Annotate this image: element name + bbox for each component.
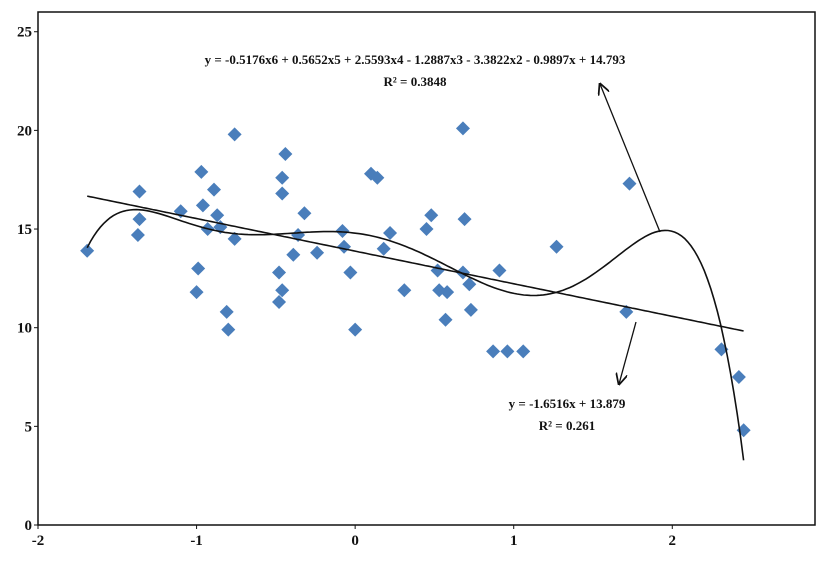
trendline bbox=[87, 195, 744, 332]
point bbox=[455, 121, 470, 136]
point bbox=[191, 261, 206, 276]
plot-frame bbox=[37, 11, 816, 526]
point bbox=[227, 127, 242, 142]
arrow bbox=[619, 321, 637, 384]
point bbox=[132, 212, 147, 227]
point bbox=[383, 225, 398, 240]
point bbox=[462, 277, 477, 292]
point bbox=[278, 147, 293, 162]
point bbox=[275, 186, 290, 201]
point bbox=[492, 263, 507, 278]
point bbox=[275, 283, 290, 298]
point bbox=[549, 239, 564, 254]
equation: y = -1.6516x + 13.879 bbox=[509, 396, 626, 411]
x-tick-label: -1 bbox=[190, 533, 203, 549]
equation: y = -0.5176x6 + 0.5652x5 + 2.5593x4 - 1.… bbox=[205, 52, 626, 67]
point bbox=[438, 312, 453, 327]
arrow bbox=[600, 84, 661, 233]
point bbox=[335, 224, 350, 239]
y-tick-label: 0 bbox=[25, 518, 33, 534]
point bbox=[310, 245, 325, 260]
point bbox=[440, 285, 455, 300]
y-tick-label: 15 bbox=[17, 222, 32, 238]
point bbox=[397, 283, 412, 298]
y-tick-label: 20 bbox=[17, 123, 32, 139]
point bbox=[221, 322, 236, 337]
point bbox=[430, 263, 445, 278]
point bbox=[419, 222, 434, 237]
point bbox=[337, 239, 352, 254]
point bbox=[457, 212, 472, 227]
point bbox=[194, 164, 209, 179]
point bbox=[348, 322, 363, 337]
point bbox=[207, 182, 222, 197]
point bbox=[130, 227, 145, 242]
point bbox=[297, 206, 312, 221]
point bbox=[272, 295, 287, 310]
trendline bbox=[86, 208, 745, 461]
point bbox=[286, 247, 301, 262]
point bbox=[424, 208, 439, 223]
point bbox=[343, 265, 358, 280]
r-squared: R² = 0.261 bbox=[539, 418, 595, 433]
point bbox=[622, 176, 637, 191]
y-tick-label: 5 bbox=[25, 419, 33, 435]
point bbox=[219, 304, 234, 319]
point bbox=[486, 344, 501, 359]
point bbox=[195, 198, 210, 213]
x-tick-label: 2 bbox=[669, 533, 677, 549]
point bbox=[731, 370, 746, 385]
point bbox=[275, 170, 290, 185]
x-tick-label: 1 bbox=[510, 533, 518, 549]
y-tick-label: 25 bbox=[17, 25, 32, 41]
r-squared: R² = 0.3848 bbox=[384, 74, 447, 89]
point bbox=[80, 243, 95, 258]
point bbox=[516, 344, 531, 359]
point bbox=[376, 241, 391, 256]
y-tick-label: 10 bbox=[17, 321, 32, 337]
x-tick-label: -2 bbox=[32, 533, 45, 549]
point bbox=[227, 231, 242, 246]
point bbox=[370, 170, 385, 185]
x-tick-label: 0 bbox=[351, 533, 359, 549]
point bbox=[210, 208, 225, 223]
point bbox=[132, 184, 147, 199]
point bbox=[272, 265, 287, 280]
point bbox=[463, 302, 478, 317]
point bbox=[189, 285, 204, 300]
point bbox=[500, 344, 515, 359]
